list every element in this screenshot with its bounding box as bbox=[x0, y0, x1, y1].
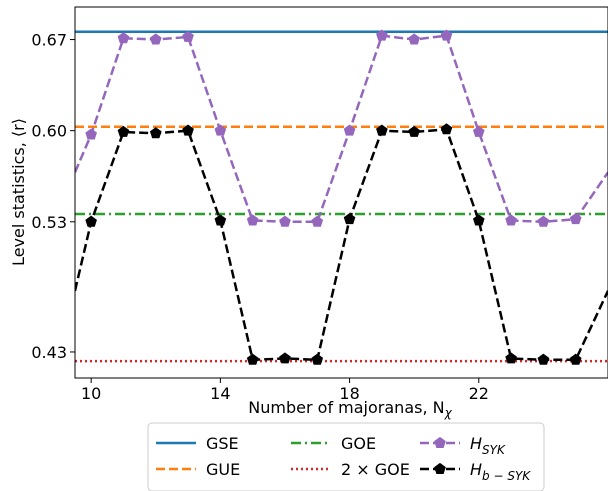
series-0-point bbox=[311, 215, 324, 227]
series-1-point bbox=[537, 353, 550, 365]
series-1-point bbox=[149, 127, 162, 139]
series-0-point bbox=[117, 32, 130, 44]
legend-label: Hb − SYK bbox=[470, 460, 531, 483]
series-1-line bbox=[75, 128, 608, 362]
legend-label: HSYK bbox=[470, 434, 506, 457]
y-tick-label: 0.53 bbox=[31, 213, 67, 232]
series-1-point bbox=[472, 214, 485, 226]
series-1-point bbox=[311, 353, 324, 365]
series-0-point bbox=[472, 125, 485, 137]
series-0-point bbox=[149, 33, 162, 45]
series-0-point bbox=[537, 215, 550, 227]
series-1-point bbox=[214, 214, 227, 226]
series-1-point bbox=[376, 124, 388, 136]
legend-box bbox=[147, 422, 545, 491]
series-0-point bbox=[376, 29, 388, 41]
series-0-point bbox=[408, 33, 420, 45]
plot-clip-group bbox=[75, 29, 608, 365]
legend: GSE GUE GOE 2 × GOE HSYK Hb − SYK bbox=[147, 422, 545, 491]
x-axis-label: Number of majoranas, Nχ bbox=[248, 398, 452, 420]
axes: 10 14 18 22 0.43 0.53 0.60 0.67 bbox=[31, 6, 608, 403]
legend-marker bbox=[434, 462, 446, 474]
plot-frame bbox=[74, 6, 608, 379]
series-1-point bbox=[343, 213, 356, 225]
series-1-point bbox=[569, 353, 582, 365]
series-1-point bbox=[246, 353, 259, 365]
legend-label: GOE bbox=[341, 434, 376, 453]
series-0-point bbox=[182, 30, 194, 42]
series-1-point bbox=[279, 352, 291, 364]
series-0-point bbox=[246, 214, 259, 226]
series-1-point bbox=[117, 125, 130, 137]
x-tick-label: 18 bbox=[339, 384, 359, 403]
series-1-point bbox=[408, 125, 420, 137]
series-0-point bbox=[569, 213, 582, 225]
series-0-line bbox=[75, 34, 608, 224]
series-1-point bbox=[182, 124, 194, 136]
legend-item: HSYK bbox=[420, 434, 506, 457]
legend-item: 2 × GOE bbox=[291, 460, 410, 479]
series-0-point bbox=[214, 124, 227, 136]
series-1-point bbox=[505, 352, 517, 364]
legend-label: 2 × GOE bbox=[341, 460, 410, 479]
x-tick-label: 22 bbox=[469, 384, 489, 403]
series-0-point bbox=[85, 128, 97, 140]
series-1-point bbox=[85, 215, 97, 227]
legend-label: GUE bbox=[206, 460, 240, 479]
legend-item: GUE bbox=[156, 460, 240, 479]
x-tick-label: 14 bbox=[210, 384, 230, 403]
plot-area bbox=[75, 29, 608, 365]
legend-item: GOE bbox=[291, 434, 376, 453]
legend-item: GSE bbox=[156, 434, 239, 453]
y-tick-label: 0.43 bbox=[31, 343, 67, 362]
legend-marker bbox=[434, 436, 446, 448]
y-tick-label: 0.67 bbox=[31, 31, 67, 50]
series-1-point bbox=[440, 123, 453, 135]
y-axis-label: Level statistics, ⟨r⟩ bbox=[9, 118, 28, 266]
series-0-point bbox=[279, 215, 291, 227]
y-tick-label: 0.60 bbox=[31, 122, 67, 141]
series-0-point bbox=[505, 214, 517, 226]
legend-label: GSE bbox=[206, 434, 239, 453]
series-0-point bbox=[343, 124, 356, 136]
series-0-point bbox=[440, 29, 453, 41]
legend-item: Hb − SYK bbox=[420, 460, 531, 483]
x-tick-label: 10 bbox=[81, 384, 101, 403]
